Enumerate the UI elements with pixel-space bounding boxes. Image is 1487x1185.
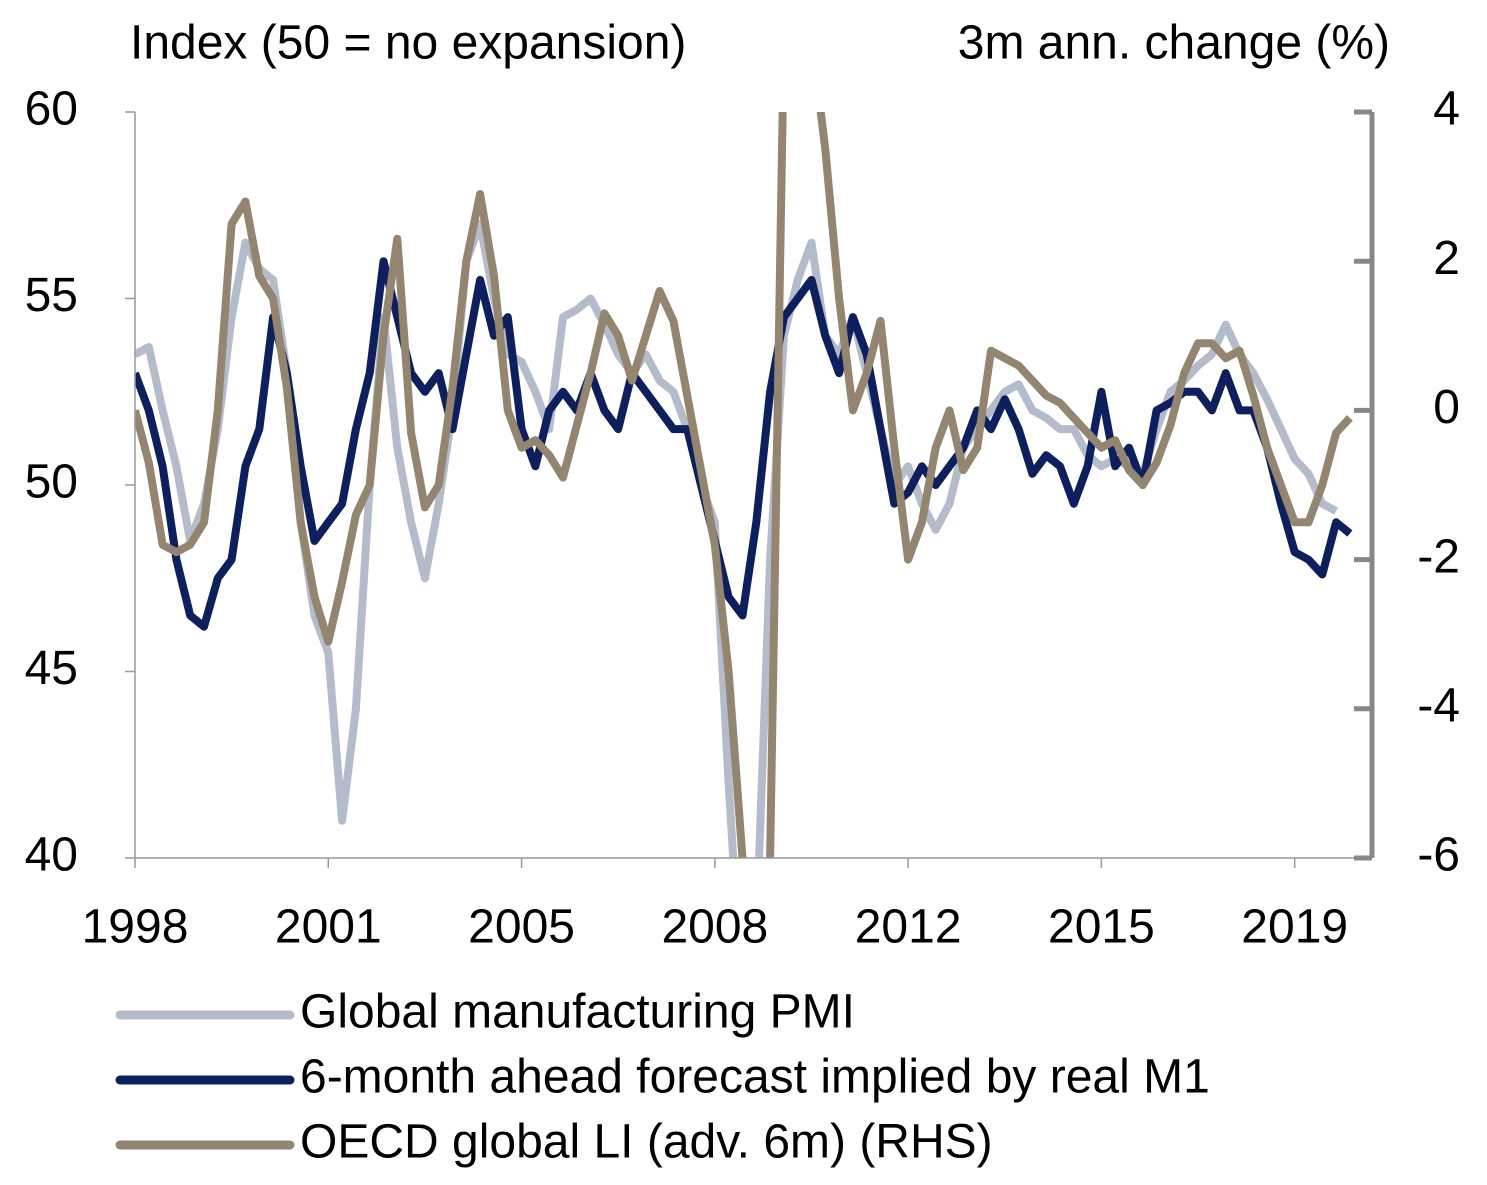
y-tick-label: 40	[25, 829, 78, 882]
x-tick-label: 2019	[1241, 901, 1348, 954]
x-tick-label: 1998	[82, 901, 189, 954]
y2-tick-label: 4	[1433, 83, 1460, 136]
y-axis-label: Index (50 = no expansion)	[130, 17, 686, 70]
y-tick-label: 45	[25, 642, 78, 695]
legend-label: OECD global LI (adv. 6m) (RHS)	[300, 1116, 993, 1169]
y-tick-label: 55	[25, 269, 78, 322]
y-tick-label: 60	[25, 83, 78, 136]
y2-tick-label: -6	[1417, 829, 1460, 882]
legend-label: Global manufacturing PMI	[300, 986, 855, 1039]
plot-area	[135, 112, 1353, 858]
y-tick-label: 50	[25, 456, 78, 509]
x-tick-label: 2012	[855, 901, 962, 954]
y2-tick-label: 2	[1433, 232, 1460, 285]
y2-tick-label: 0	[1433, 381, 1460, 434]
y2-tick-label: -2	[1417, 530, 1460, 583]
x-tick-label: 2015	[1048, 901, 1155, 954]
series-line	[135, 257, 1353, 631]
series-line	[135, 112, 1353, 858]
x-tick-label: 2005	[468, 901, 575, 954]
x-tick-label: 2008	[661, 901, 768, 954]
y2-axis-label: 3m ann. change (%)	[958, 17, 1390, 70]
series-line	[135, 219, 1338, 858]
legend-label: 6-month ahead forecast implied by real M…	[300, 1051, 1210, 1104]
x-tick-label: 2001	[275, 901, 382, 954]
y2-tick-label: -4	[1417, 679, 1460, 732]
